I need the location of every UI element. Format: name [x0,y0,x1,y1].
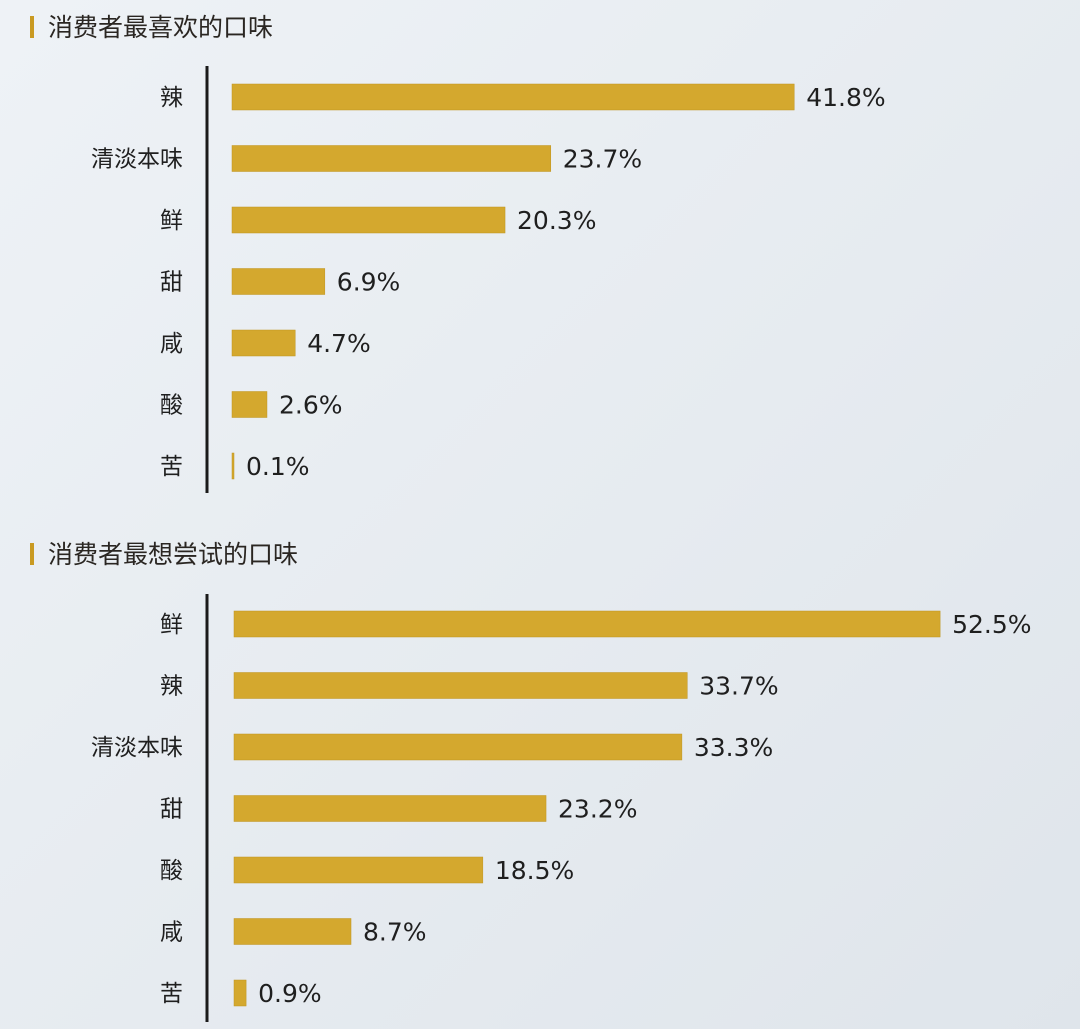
value-label: 18.5% [495,856,574,885]
value-label: 4.7% [307,329,371,358]
bar [233,672,688,699]
bar [231,145,552,172]
bar [233,856,484,884]
value-label: 6.9% [337,268,401,297]
category-label: 清淡本味 [91,735,183,761]
value-label: 52.5% [952,610,1031,639]
category-label: 辣 [160,85,183,111]
category-label: 酸 [160,858,183,884]
bar [233,918,352,945]
category-label: 咸 [160,331,183,357]
title-marker [30,543,34,565]
bar [231,391,268,418]
category-label: 清淡本味 [91,147,183,173]
bar [231,83,795,111]
title-marker [30,16,34,38]
bar [233,979,247,1007]
chart-title-want-to-try: 消费者最想尝试的口味 [30,538,298,572]
bar [231,329,296,357]
bar [233,795,547,822]
bar [231,206,506,234]
bar [233,733,683,761]
value-label: 2.6% [279,391,343,420]
category-label: 咸 [160,920,183,946]
value-label: 0.9% [258,979,322,1008]
category-label: 酸 [160,393,183,419]
category-label: 鲜 [160,208,183,234]
category-label: 苦 [160,981,183,1007]
value-label: 41.8% [806,83,885,112]
bar [231,452,235,480]
chart-title-text: 消费者最喜欢的口味 [48,13,274,42]
category-label: 甜 [160,270,183,296]
chart-title-text: 消费者最想尝试的口味 [48,540,299,569]
chart-title-favorite: 消费者最喜欢的口味 [30,11,273,45]
category-label: 苦 [160,454,183,480]
value-label: 33.7% [699,672,778,701]
value-label: 23.2% [558,795,637,824]
value-label: 33.3% [694,733,773,762]
category-label: 辣 [160,674,183,700]
value-label: 20.3% [517,206,596,235]
category-label: 甜 [160,797,183,823]
favorite-flavors-chart: 辣 41.8% 清淡本味 23.7% 鲜 20.3% 甜 6.9% 咸 4.7% 酸 2.6% 苦 0.1… [91,66,886,493]
bar [231,268,326,295]
bar [233,610,941,638]
value-label: 0.1% [246,452,310,481]
value-label: 8.7% [363,918,427,947]
category-label: 鲜 [160,612,183,638]
value-label: 23.7% [563,145,642,174]
